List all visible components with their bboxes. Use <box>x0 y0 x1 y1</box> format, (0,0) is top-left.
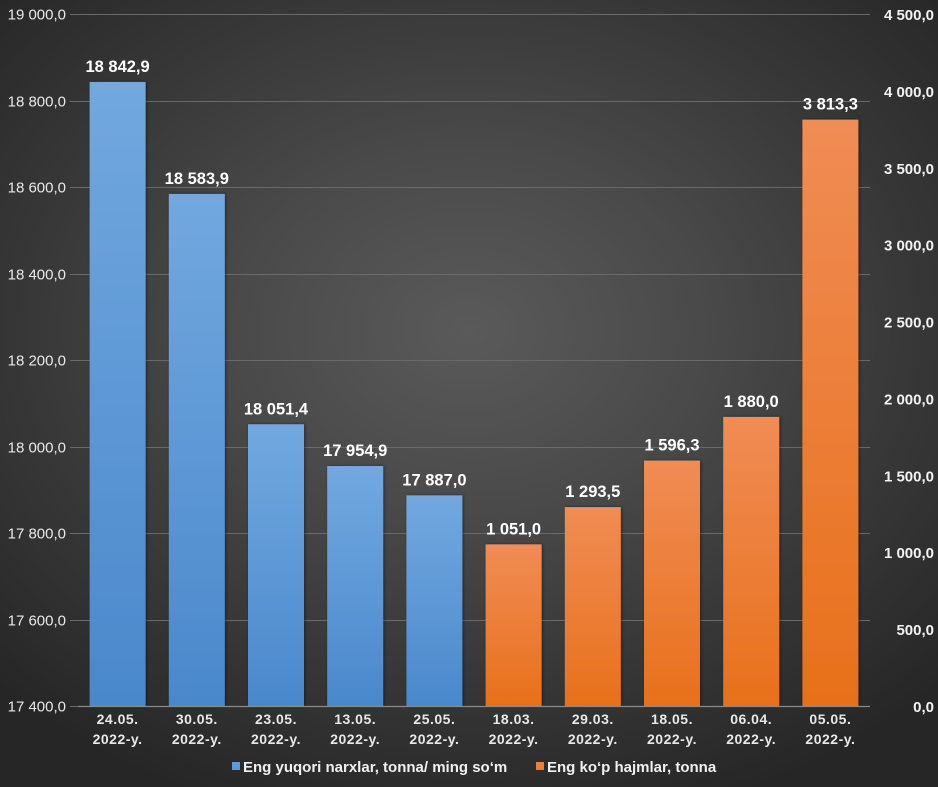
x-tick-label-year: 2022-y. <box>251 731 301 747</box>
x-tick-label-date: 05.05. <box>809 711 851 727</box>
right-tick-label: 4 000,0 <box>884 84 934 101</box>
x-tick-label-date: 18.03. <box>493 711 535 727</box>
bar-volume <box>564 507 621 706</box>
x-tick-label-year: 2022-y. <box>172 731 222 747</box>
left-tick-label: 17 600,0 <box>8 613 66 630</box>
bars <box>89 81 859 707</box>
right-tick-label: 0,0 <box>913 699 934 716</box>
x-tick-label-year: 2022-y. <box>489 731 539 747</box>
x-tick-label-date: 18.05. <box>651 711 693 727</box>
left-tick-label: 18 400,0 <box>8 267 66 284</box>
left-tick-label: 19 000,0 <box>8 7 66 24</box>
right-tick-label: 2 500,0 <box>884 315 934 332</box>
left-tick-label: 17 800,0 <box>8 526 66 543</box>
bar-volume <box>644 460 700 706</box>
left-tick-label: 17 400,0 <box>8 699 66 716</box>
left-tick-label: 18 000,0 <box>8 440 66 457</box>
x-tick-label-year: 2022-y. <box>647 731 697 747</box>
data-label: 17 887,0 <box>402 471 466 489</box>
legend-item-volumes: Eng ko‘p hajmlar, tonna <box>536 759 717 776</box>
x-tick-label-date: 06.04. <box>730 711 772 727</box>
data-label: 1 293,5 <box>565 483 620 501</box>
x-tick-label-date: 13.05. <box>334 711 376 727</box>
legend-label-volumes: Eng ko‘p hajmlar, tonna <box>547 759 717 776</box>
x-tick-label-date: 24.05. <box>97 711 139 727</box>
x-tick-label-year: 2022-y. <box>726 731 776 747</box>
x-tick-label-date: 29.03. <box>572 711 614 727</box>
legend: Eng yuqori narxlar, tonna/ ming so‘m Eng… <box>232 759 717 776</box>
right-tick-label: 1 500,0 <box>884 468 934 485</box>
bar-volume <box>723 416 780 706</box>
data-label: 17 954,9 <box>323 442 387 460</box>
bar-price <box>406 495 463 706</box>
data-label: 1 051,0 <box>486 520 541 538</box>
x-tick-label-date: 23.05. <box>255 711 297 727</box>
x-tick-label-year: 2022-y. <box>409 731 459 747</box>
bar-price <box>168 193 225 706</box>
bar-price <box>89 81 146 707</box>
x-axis-ticks: 24.05. 2022-y. 30.05. 2022-y. 23.05. 2022-y. 1… <box>93 711 855 747</box>
data-label: 18 051,4 <box>244 400 309 418</box>
data-label: 18 583,9 <box>165 170 229 188</box>
data-label: 3 813,3 <box>803 96 858 114</box>
data-labels: 18 842,9 18 583,9 18 051,4 17 954,9 17 887,0… <box>85 58 857 538</box>
right-tick-label: 3 500,0 <box>884 161 934 178</box>
legend-swatch-prices <box>232 762 240 770</box>
legend-label-prices: Eng yuqori narxlar, tonna/ ming so‘m <box>243 759 507 776</box>
x-tick-label-year: 2022-y. <box>330 731 380 747</box>
bar-price <box>327 466 384 706</box>
left-tick-label: 18 600,0 <box>8 180 66 197</box>
right-tick-label: 4 500,0 <box>884 7 934 24</box>
bar-volume <box>802 119 859 707</box>
data-label: 1 596,3 <box>644 437 699 455</box>
right-tick-label: 500,0 <box>896 622 934 639</box>
left-tick-label: 18 200,0 <box>8 353 66 370</box>
left-axis-ticks: 17 400,0 17 600,0 17 800,0 18 000,0 18 200,0… <box>8 7 78 716</box>
bar-price <box>248 424 304 706</box>
data-label: 1 880,0 <box>724 393 779 411</box>
legend-swatch-volumes <box>536 762 544 770</box>
bar-volume <box>485 544 542 706</box>
x-tick-label-date: 25.05. <box>413 711 455 727</box>
left-tick-label: 18 800,0 <box>8 94 66 111</box>
right-tick-label: 2 000,0 <box>884 391 934 408</box>
x-tick-label-year: 2022-y. <box>93 731 143 747</box>
x-tick-label-date: 30.05. <box>176 711 218 727</box>
x-tick-label-year: 2022-y. <box>568 731 618 747</box>
data-label: 18 842,9 <box>85 58 149 76</box>
right-axis-ticks: 0,0 500,0 1 000,0 1 500,0 2 000,0 2 500,0 3 00… <box>884 7 934 716</box>
legend-item-prices: Eng yuqori narxlar, tonna/ ming so‘m <box>232 759 507 776</box>
right-tick-label: 3 000,0 <box>884 238 934 255</box>
x-tick-label-year: 2022-y. <box>805 731 855 747</box>
right-tick-label: 1 000,0 <box>884 545 934 562</box>
